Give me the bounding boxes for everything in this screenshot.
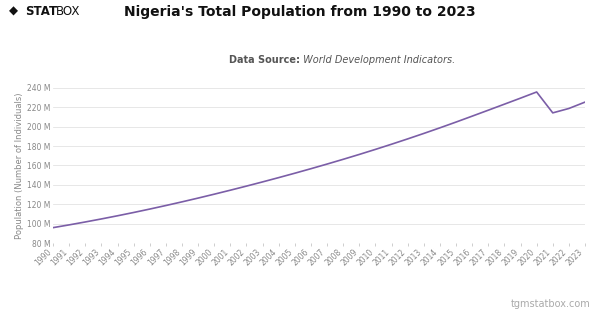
Text: Nigeria's Total Population from 1990 to 2023: Nigeria's Total Population from 1990 to … [124, 5, 476, 19]
Text: Data Source:: Data Source: [229, 55, 300, 65]
Nigeria [65, 223, 73, 227]
Nigeria [114, 214, 121, 218]
Nigeria [194, 196, 202, 200]
Nigeria [323, 162, 331, 166]
Nigeria [485, 108, 492, 112]
Nigeria [356, 153, 363, 156]
Nigeria [452, 120, 460, 124]
Nigeria [340, 157, 347, 161]
Nigeria [420, 132, 427, 135]
Nigeria [372, 148, 379, 151]
Nigeria [130, 211, 137, 214]
Nigeria [49, 226, 56, 230]
Nigeria [227, 188, 234, 192]
Nigeria [275, 176, 283, 180]
Nigeria [517, 96, 524, 100]
Nigeria [98, 217, 105, 221]
Nigeria [259, 180, 266, 184]
Text: BOX: BOX [56, 5, 80, 18]
Text: ◆: ◆ [9, 5, 18, 18]
Nigeria [178, 200, 185, 204]
Nigeria [549, 111, 556, 115]
Nigeria [162, 203, 169, 207]
Nigeria [82, 220, 89, 224]
Nigeria [291, 171, 298, 175]
Line: Nigeria: Nigeria [53, 92, 585, 228]
Y-axis label: Population (Number of Individuals): Population (Number of Individuals) [15, 92, 24, 239]
Nigeria [469, 114, 476, 118]
Nigeria [307, 167, 314, 171]
Nigeria [146, 207, 154, 211]
Text: tgmstatbox.com: tgmstatbox.com [511, 299, 591, 309]
Nigeria [581, 100, 589, 104]
Text: World Development Indicators.: World Development Indicators. [300, 55, 455, 65]
Nigeria [388, 142, 395, 146]
Nigeria [404, 137, 411, 141]
Nigeria [243, 184, 250, 188]
Nigeria [501, 102, 508, 106]
Nigeria [565, 106, 572, 110]
Text: STAT: STAT [25, 5, 58, 18]
Nigeria [436, 126, 443, 130]
Nigeria [211, 192, 218, 196]
Nigeria [533, 90, 540, 94]
